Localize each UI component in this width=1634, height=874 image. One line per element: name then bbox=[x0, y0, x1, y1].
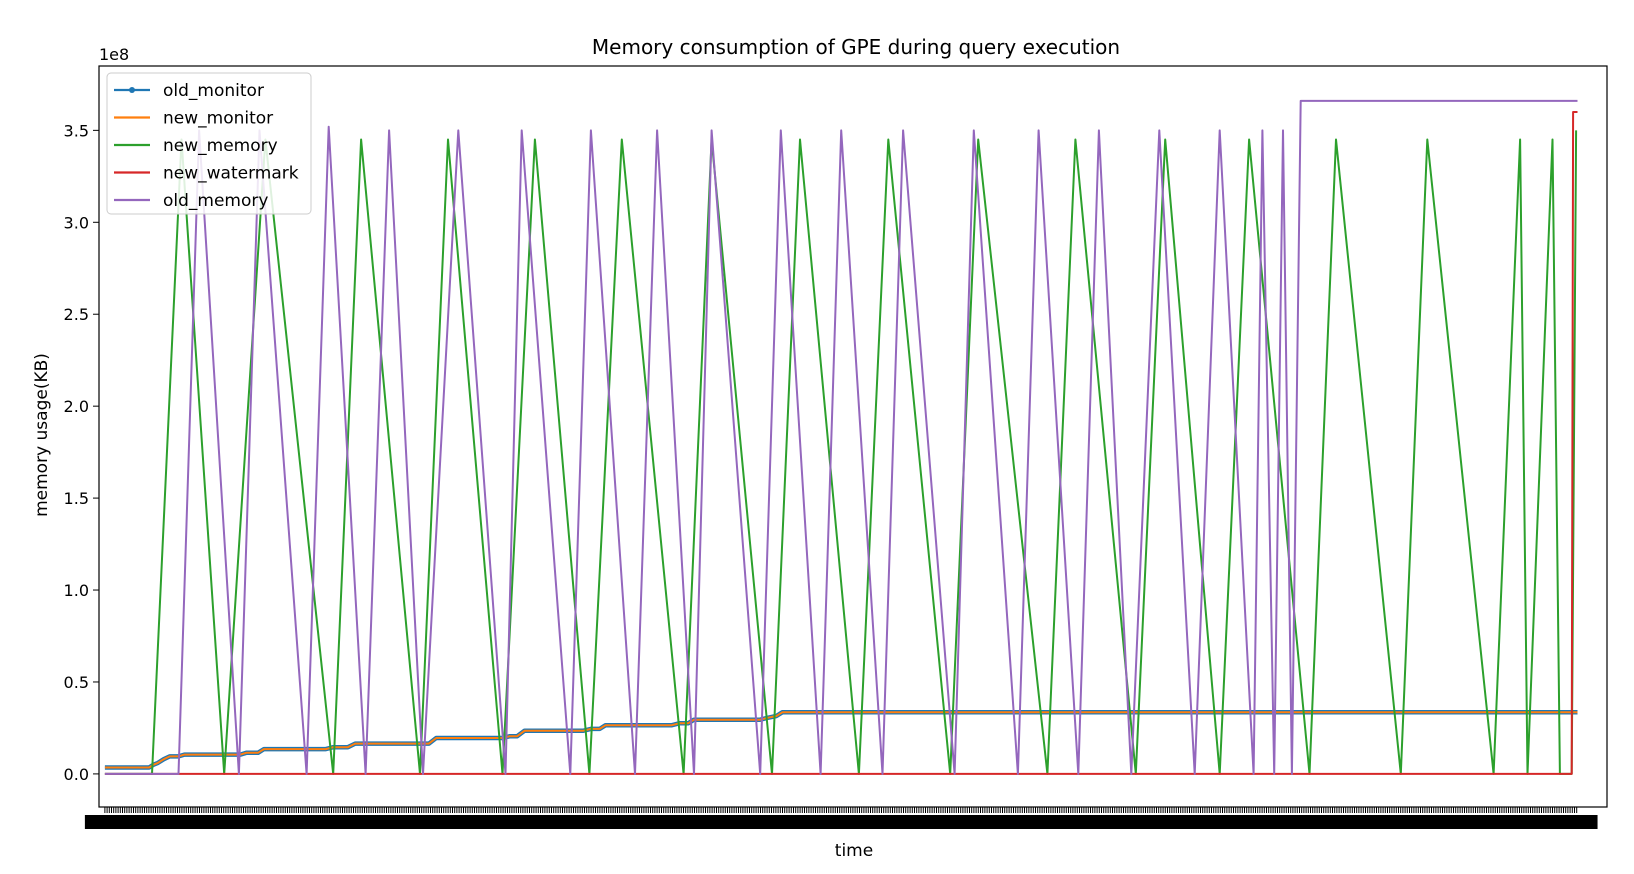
y-ticks: 0.0 0.5 1.0 1.5 2.0 2.5 3.0 3.5 bbox=[64, 121, 99, 784]
x-tick-labels bbox=[84, 815, 1598, 829]
series-line-new-memory bbox=[104, 130, 1578, 775]
y-offset-text: 1e8 bbox=[99, 45, 129, 64]
y-tick-label: 3.0 bbox=[64, 213, 89, 232]
plot-frame bbox=[98, 65, 1608, 808]
legend-label: old_monitor bbox=[163, 81, 264, 101]
x-axis-label: time bbox=[835, 841, 873, 861]
legend: old_monitor new_monitor new_memory new_wate… bbox=[106, 72, 312, 215]
legend-label: new_watermark bbox=[163, 164, 299, 184]
plot-lines bbox=[104, 99, 1578, 775]
legend-box bbox=[106, 72, 312, 215]
chart-title: Memory consumption of GPE during query e… bbox=[592, 35, 1120, 59]
series-line-old-memory bbox=[104, 99, 1578, 775]
legend-label: new_memory bbox=[163, 136, 278, 156]
y-tick-label: 1.0 bbox=[64, 581, 89, 600]
y-tick-label: 0.5 bbox=[64, 673, 89, 692]
x-ticks bbox=[104, 807, 1578, 813]
y-tick-label: 2.0 bbox=[64, 397, 89, 416]
y-tick-label: 1.5 bbox=[64, 489, 89, 508]
legend-label: new_monitor bbox=[163, 109, 273, 129]
legend-label: old_memory bbox=[163, 191, 268, 211]
legend-marker bbox=[129, 87, 135, 93]
y-axis-label: memory usage(KB) bbox=[32, 353, 52, 517]
y-tick-label: 3.5 bbox=[64, 121, 89, 140]
y-tick-label: 2.5 bbox=[64, 305, 89, 324]
x-tick-label-band bbox=[84, 815, 1598, 829]
y-tick-label: 0.0 bbox=[64, 765, 89, 784]
series-line-new-watermark bbox=[104, 111, 1578, 775]
